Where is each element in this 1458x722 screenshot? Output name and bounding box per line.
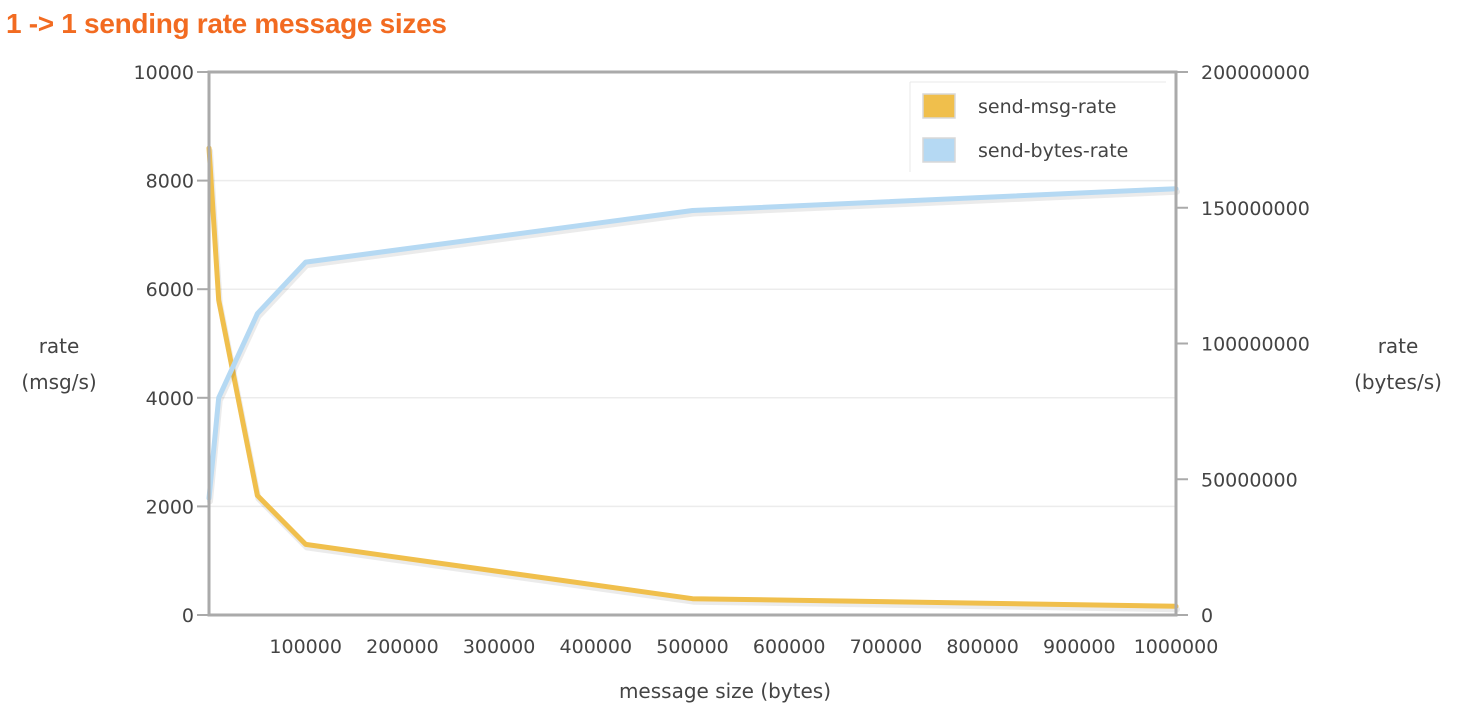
x-tick-label-900000: 900000 xyxy=(1043,636,1116,658)
x-tick-label-600000: 600000 xyxy=(753,636,826,658)
y-right-tick-label-100000000: 100000000 xyxy=(1201,334,1310,356)
y-left-tick-label-4000: 4000 xyxy=(146,388,194,410)
x-tick-label-1000000: 1000000 xyxy=(1134,636,1219,658)
chart-title: 1 -> 1 sending rate message sizes xyxy=(6,8,447,39)
x-tick-label-300000: 300000 xyxy=(463,636,536,658)
legend-label-send-bytes-rate: send-bytes-rate xyxy=(978,140,1128,162)
grid-layer xyxy=(209,179,1176,508)
ticks-layer: 0200040006000800010000050000000100000000… xyxy=(134,62,1310,658)
series-shadow-send-bytes-rate xyxy=(207,188,1180,505)
y-axis-left-title: rate (msg/s) xyxy=(4,328,114,400)
y-axis-left-title-line1: rate xyxy=(38,334,80,358)
y-axis-right-title: rate (bytes/s) xyxy=(1340,328,1456,400)
y-left-tick-label-8000: 8000 xyxy=(146,171,194,193)
y-right-tick-label-150000000: 150000000 xyxy=(1201,198,1310,220)
y-axis-right-title-line2: (bytes/s) xyxy=(1354,370,1442,394)
series-line-send-msg-rate xyxy=(206,145,1179,609)
series-layer xyxy=(206,145,1180,613)
y-right-tick-label-50000000: 50000000 xyxy=(1201,469,1298,491)
x-tick-label-400000: 400000 xyxy=(560,636,633,658)
x-tick-label-800000: 800000 xyxy=(946,636,1019,658)
x-tick-label-100000: 100000 xyxy=(269,636,342,658)
y-left-tick-label-10000: 10000 xyxy=(134,62,194,84)
y-left-tick-label-6000: 6000 xyxy=(146,279,194,301)
series-shadow-send-msg-rate xyxy=(207,148,1180,613)
x-tick-label-200000: 200000 xyxy=(366,636,439,658)
legend-label-send-msg-rate: send-msg-rate xyxy=(978,96,1116,118)
legend-swatch-send-bytes-rate xyxy=(922,137,956,163)
y-right-tick-label-0: 0 xyxy=(1201,605,1213,627)
y-left-tick-label-2000: 2000 xyxy=(146,496,194,518)
y-axis-right-title-line1: rate xyxy=(1377,334,1419,358)
y-right-tick-label-200000000: 200000000 xyxy=(1201,62,1310,84)
y-left-tick-label-0: 0 xyxy=(182,605,194,627)
legend-swatch-send-msg-rate xyxy=(922,93,956,119)
x-tick-label-500000: 500000 xyxy=(656,636,729,658)
y-axis-left-title-line2: (msg/s) xyxy=(21,370,97,394)
x-axis-title: message size (bytes) xyxy=(618,679,832,703)
x-tick-label-700000: 700000 xyxy=(850,636,923,658)
series-line-send-bytes-rate xyxy=(206,186,1179,501)
legend: send-msg-rate send-bytes-rate xyxy=(909,81,1166,172)
